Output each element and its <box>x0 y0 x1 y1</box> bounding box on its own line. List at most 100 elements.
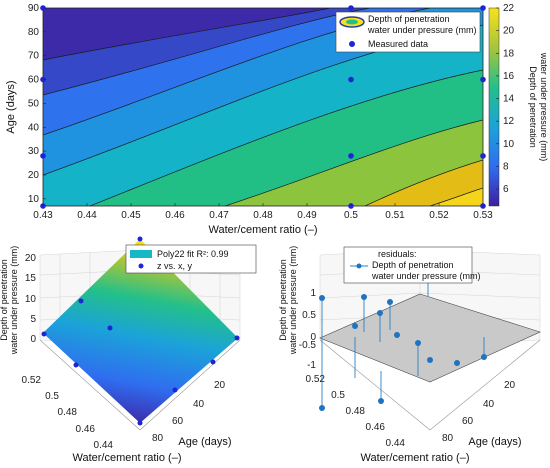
surface-z-ticks: 0 5 10 15 20 <box>25 253 37 345</box>
colorbar-tick-3: 12 <box>503 116 515 127</box>
surface-z-tick-1: 5 <box>30 314 36 325</box>
residuals-y-ticks: 20 40 60 80 <box>442 380 516 444</box>
residuals-z-ticks: -1 -0.50 0.5 1 <box>299 288 317 371</box>
surface-x-tick-4: 0.52 <box>22 375 42 386</box>
residuals-z-label-2: water under pressure (mm) <box>288 246 298 356</box>
surface-x-label: Water/cement ratio (–) <box>72 452 181 464</box>
measured-point-5 <box>348 153 354 159</box>
legend-residual-marker <box>356 263 362 269</box>
surface-z-tick-4: 20 <box>25 253 37 264</box>
contour-y-tick-8: 90 <box>28 3 40 14</box>
residuals-y-tick-0: 20 <box>504 380 516 391</box>
contour-x-tick-8: 0.51 <box>385 210 405 221</box>
measured-point-1 <box>40 153 46 159</box>
residuals-x-ticks: 0.440.460.480.5 0.52 <box>306 374 406 449</box>
surface-y-label: Age (days) <box>178 436 231 448</box>
measured-point-11 <box>480 5 486 11</box>
contour-x-ticks: 0.43 0.44 0.45 0.46 0.47 0.48 0.49 0.5 0.51 0.52 0… <box>33 203 493 221</box>
contour-x-tick-7: 0.5 <box>344 210 358 221</box>
colorbar-bar <box>488 7 500 207</box>
colorbar: 6 8 10 12 14 16 18 20 22 Depth of penetration wa… <box>488 3 549 207</box>
residual-stems <box>321 258 485 408</box>
contour-y-label: Age (days) <box>5 80 17 133</box>
surface-z-label-1: Depth of penetration <box>0 259 9 341</box>
colorbar-tick-6: 18 <box>503 48 515 59</box>
colorbar-tick-7: 20 <box>503 26 515 37</box>
residuals-x-tick-1: 0.46 <box>366 422 386 433</box>
contour-x-tick-1: 0.44 <box>77 210 97 221</box>
surface-y-tick-3: 80 <box>152 433 164 444</box>
residuals-x-label: Water/cement ratio (–) <box>360 452 469 464</box>
residuals-x-tick-3: 0.5 <box>331 390 345 401</box>
residuals-z-tick-0: -1 <box>307 360 316 371</box>
surface-x-tick-2: 0.48 <box>58 407 78 418</box>
contour-y-tick-7: 80 <box>28 27 40 38</box>
contour-y-tick-4: 50 <box>28 98 40 109</box>
surface-poly22 <box>43 239 238 423</box>
surface-y-ticks: 20 40 60 80 <box>152 380 226 444</box>
residuals-x-tick-4: 0.52 <box>306 374 326 385</box>
colorbar-ticks: 6 8 10 12 14 16 18 20 22 <box>496 3 515 195</box>
legend-fit-swatch <box>130 250 152 258</box>
contour-x-tick-4: 0.47 <box>209 210 229 221</box>
colorbar-tick-8: 22 <box>503 3 515 14</box>
contour-legend: Depth of penetration water under pressur… <box>335 11 481 53</box>
measured-point-7 <box>348 5 354 11</box>
surface-legend: Poly22 fit R²: 0.99 z vs. x, y <box>125 244 257 274</box>
colorbar-label-1: Depth of penetration <box>528 66 538 148</box>
legend-residuals-title: residuals: <box>378 249 417 259</box>
legend-measured-label: Measured data <box>368 39 428 49</box>
surface-z-tick-3: 15 <box>25 273 37 284</box>
contour-x-tick-2: 0.45 <box>121 210 141 221</box>
surface-y-tick-2: 60 <box>172 416 184 427</box>
residuals-z-tick-1: -0.5 <box>299 340 317 351</box>
legend-residuals-label-2: water under pressure (mm) <box>371 271 481 281</box>
legend-measured-marker <box>349 41 355 47</box>
residuals-y-tick-3: 80 <box>442 433 454 444</box>
measured-point-9 <box>480 153 486 159</box>
surface-x-tick-3: 0.5 <box>45 391 59 402</box>
colorbar-tick-4: 14 <box>503 94 515 105</box>
contour-y-tick-2: 30 <box>28 146 40 157</box>
contour-x-tick-9: 0.52 <box>429 210 449 221</box>
surface-points <box>41 236 240 426</box>
contour-x-tick-6: 0.49 <box>297 210 317 221</box>
surface-z-tick-0: 0 <box>30 334 36 345</box>
contour-x-tick-5: 0.48 <box>253 210 273 221</box>
residuals-plot: -1-0.500.51 0.440.460.480.50.52 20406080… <box>278 246 541 464</box>
residuals-z-label-1: Depth of penetration <box>278 259 288 341</box>
surface-z-label-2: water under pressure (mm) <box>9 246 19 356</box>
legend-contour-label-2: water under pressure (mm) <box>367 25 477 35</box>
colorbar-tick-2: 10 <box>503 139 515 150</box>
residuals-zero-plane <box>319 293 541 383</box>
surface-y-tick-1: 40 <box>193 399 205 410</box>
contour-y-tick-3: 40 <box>28 122 40 133</box>
contour-y-tick-5: 60 <box>28 75 40 86</box>
colorbar-label-2: water under pressure (mm) <box>539 52 549 162</box>
residuals-x-tick-2: 0.48 <box>346 406 366 417</box>
legend-fit-label: Poly22 fit R²: 0.99 <box>157 249 229 259</box>
surface-x-tick-1: 0.46 <box>76 424 96 435</box>
residual-points <box>319 294 487 411</box>
surface-y-tick-0: 20 <box>214 380 226 391</box>
contour-y-tick-0: 10 <box>28 194 40 205</box>
residuals-y-label: Age (days) <box>468 436 521 448</box>
contour-x-tick-0: 0.43 <box>33 210 53 221</box>
colorbar-tick-0: 6 <box>503 184 509 195</box>
contour-y-ticks: 10 20 30 40 50 60 70 80 90 <box>28 3 46 205</box>
contour-plot: 0.43 0.44 0.45 0.46 0.47 0.48 0.49 0.5 0.51 0.52 0… <box>5 3 549 236</box>
contour-y-tick-1: 20 <box>28 170 40 181</box>
measured-point-6 <box>348 76 354 83</box>
contour-y-tick-6: 70 <box>28 51 40 62</box>
legend-contour-swatch-inner <box>346 19 358 25</box>
residuals-z-tick-2: 0 <box>310 332 316 343</box>
surface-x-tick-0: 0.44 <box>94 440 114 451</box>
contour-x-tick-10: 0.53 <box>473 210 493 221</box>
contour-x-label: Water/cement ratio (–) <box>208 224 317 236</box>
residuals-z-tick-3: 0.5 <box>302 310 316 321</box>
residuals-z-tick-4: 1 <box>310 288 316 299</box>
residuals-x-tick-0: 0.44 <box>386 438 406 449</box>
colorbar-tick-1: 8 <box>503 161 509 172</box>
